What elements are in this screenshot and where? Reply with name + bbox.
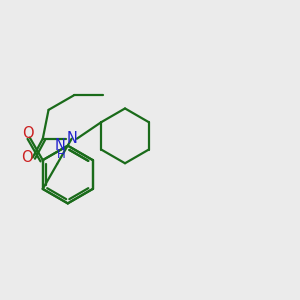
Text: O: O — [22, 126, 33, 141]
Text: O: O — [21, 150, 33, 165]
Text: H: H — [57, 148, 65, 161]
Text: N: N — [66, 131, 77, 146]
Text: N: N — [55, 138, 65, 153]
